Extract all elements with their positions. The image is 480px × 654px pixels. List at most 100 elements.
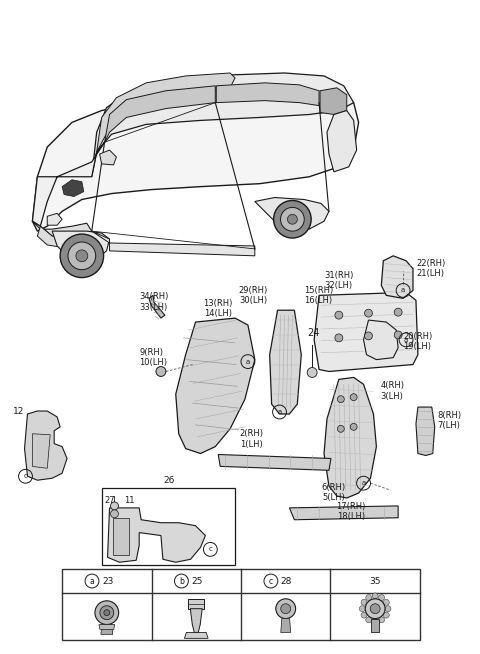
Text: 27: 27 — [104, 496, 115, 505]
Text: a: a — [246, 358, 250, 364]
Circle shape — [280, 207, 304, 231]
Polygon shape — [191, 609, 202, 632]
Text: 17(RH)
18(LH): 17(RH) 18(LH) — [336, 502, 365, 521]
Circle shape — [100, 606, 114, 619]
Polygon shape — [255, 198, 329, 229]
Text: 13(RH)
14(LH): 13(RH) 14(LH) — [204, 299, 233, 318]
Text: 15(RH)
16(LH): 15(RH) 16(LH) — [304, 286, 334, 305]
Polygon shape — [289, 506, 398, 520]
Text: 26: 26 — [163, 476, 175, 485]
Circle shape — [110, 502, 119, 510]
Text: 29(RH)
30(LH): 29(RH) 30(LH) — [239, 286, 268, 305]
Polygon shape — [327, 111, 357, 172]
Text: c: c — [24, 473, 27, 479]
Polygon shape — [52, 231, 109, 261]
Circle shape — [76, 250, 88, 262]
Circle shape — [379, 617, 384, 623]
Polygon shape — [100, 150, 117, 165]
Text: 24: 24 — [307, 328, 320, 338]
Polygon shape — [216, 83, 319, 105]
Circle shape — [372, 593, 378, 599]
Text: c: c — [269, 577, 273, 585]
Text: 20(RH)
19(LH): 20(RH) 19(LH) — [403, 332, 432, 351]
Polygon shape — [47, 213, 62, 225]
Polygon shape — [270, 310, 301, 414]
Text: 31(RH)
32(LH): 31(RH) 32(LH) — [324, 271, 354, 290]
Polygon shape — [105, 86, 216, 142]
Text: 8(RH)
7(LH): 8(RH) 7(LH) — [438, 411, 462, 430]
Polygon shape — [281, 619, 291, 632]
Polygon shape — [314, 292, 418, 371]
Circle shape — [60, 234, 104, 277]
Circle shape — [384, 599, 389, 605]
Circle shape — [68, 242, 96, 269]
Polygon shape — [96, 73, 235, 152]
Circle shape — [366, 594, 372, 600]
Text: 2(RH)
1(LH): 2(RH) 1(LH) — [240, 429, 264, 449]
Circle shape — [394, 308, 402, 316]
Text: c: c — [208, 546, 212, 553]
Circle shape — [307, 368, 317, 377]
Circle shape — [288, 215, 297, 224]
Polygon shape — [363, 320, 398, 360]
Text: 9(RH)
10(LH): 9(RH) 10(LH) — [139, 348, 167, 367]
Circle shape — [361, 612, 367, 618]
Polygon shape — [113, 518, 129, 555]
Circle shape — [350, 394, 357, 401]
Circle shape — [337, 425, 344, 432]
Circle shape — [364, 332, 372, 340]
Text: 35: 35 — [370, 577, 381, 585]
Circle shape — [350, 423, 357, 430]
Polygon shape — [37, 226, 92, 249]
Circle shape — [281, 604, 291, 613]
Text: 23: 23 — [102, 577, 113, 585]
Circle shape — [379, 594, 384, 600]
Text: a: a — [361, 480, 366, 486]
Circle shape — [335, 311, 343, 319]
Polygon shape — [320, 88, 347, 114]
Circle shape — [156, 366, 166, 377]
Circle shape — [360, 606, 365, 611]
Text: 12: 12 — [12, 407, 24, 416]
Circle shape — [365, 599, 385, 619]
Text: a: a — [404, 337, 408, 343]
Polygon shape — [176, 318, 255, 453]
Circle shape — [110, 510, 119, 518]
Circle shape — [335, 334, 343, 342]
Circle shape — [95, 601, 119, 625]
Circle shape — [384, 612, 389, 618]
Circle shape — [394, 331, 402, 339]
Polygon shape — [62, 180, 84, 197]
Circle shape — [364, 309, 372, 317]
Circle shape — [366, 617, 372, 623]
Text: b: b — [179, 577, 184, 585]
Text: 6(RH)
5(LH): 6(RH) 5(LH) — [322, 483, 346, 502]
Polygon shape — [108, 508, 205, 562]
Polygon shape — [371, 619, 379, 632]
Polygon shape — [33, 142, 105, 226]
Polygon shape — [24, 411, 67, 480]
Text: 22(RH)
21(LH): 22(RH) 21(LH) — [416, 259, 445, 278]
Text: 34(RH)
33(LH): 34(RH) 33(LH) — [139, 292, 168, 312]
Text: a: a — [90, 577, 95, 585]
Polygon shape — [218, 455, 331, 470]
Circle shape — [385, 606, 391, 611]
Circle shape — [361, 599, 367, 605]
Circle shape — [372, 619, 378, 625]
Circle shape — [276, 599, 296, 619]
Polygon shape — [324, 377, 376, 498]
Polygon shape — [92, 73, 354, 177]
Polygon shape — [33, 88, 359, 231]
Text: a: a — [277, 409, 282, 415]
Text: a: a — [401, 287, 405, 294]
Circle shape — [337, 396, 344, 403]
Polygon shape — [184, 632, 208, 638]
Circle shape — [274, 201, 311, 238]
Polygon shape — [381, 256, 413, 298]
Text: 28: 28 — [281, 577, 292, 585]
Polygon shape — [33, 434, 50, 468]
Circle shape — [370, 604, 380, 613]
Polygon shape — [92, 231, 255, 256]
Polygon shape — [188, 599, 204, 609]
Circle shape — [104, 610, 110, 615]
